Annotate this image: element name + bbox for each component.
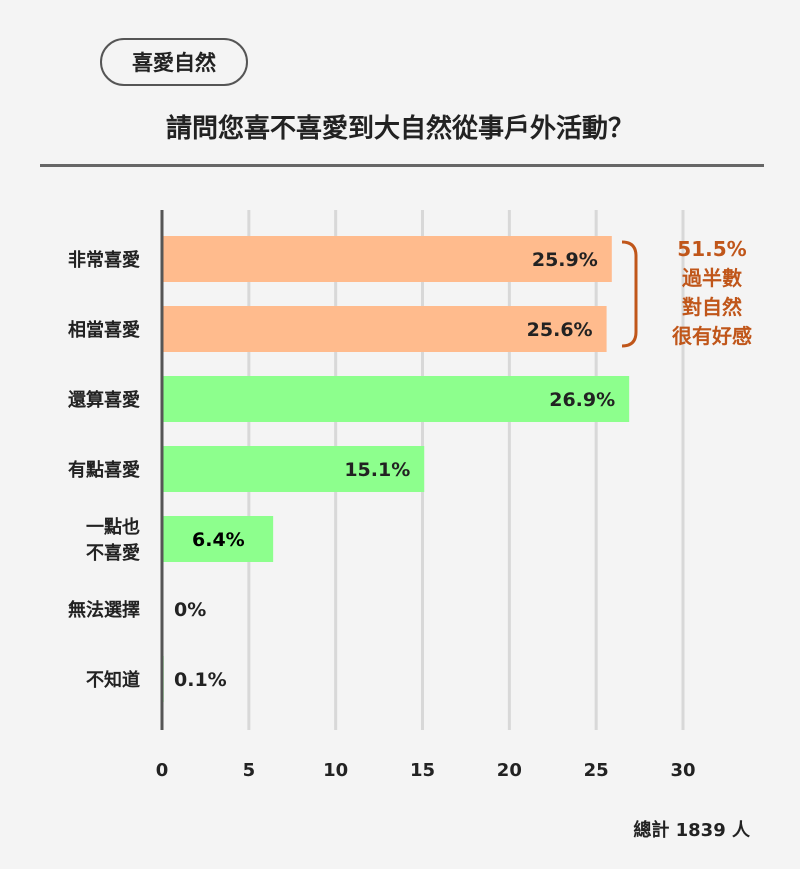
category-label: 不知道: [86, 669, 140, 691]
value-label: 25.9%: [532, 249, 598, 271]
value-label: 6.4%: [192, 529, 245, 551]
annotation-text: 對自然: [682, 295, 742, 319]
category-label: 相當喜愛: [68, 319, 140, 341]
x-tick-label: 5: [243, 760, 256, 781]
bar: [162, 446, 425, 492]
bar: [162, 516, 274, 562]
topic-tag: 喜愛自然: [100, 38, 248, 86]
category-label: 有點喜愛: [68, 459, 140, 481]
bar: [162, 376, 630, 422]
category-label: 無法選擇: [68, 599, 140, 621]
annotation-text: 51.5%: [677, 237, 746, 261]
annotation-text: 過半數: [682, 266, 742, 290]
category-label: 一點也: [86, 516, 140, 538]
x-tick-label: 25: [584, 760, 609, 781]
x-tick-label: 15: [410, 760, 435, 781]
annotation-text: 很有好感: [672, 324, 752, 348]
x-tick-label: 20: [497, 760, 522, 781]
chart-title: 請問您喜不喜愛到大自然從事戶外活動？: [165, 114, 634, 144]
bar: [162, 236, 612, 282]
title-divider: [40, 164, 764, 167]
x-tick-label: 10: [323, 760, 348, 781]
value-label: 25.6%: [527, 319, 593, 341]
value-label: 26.9%: [549, 389, 615, 411]
bar: [162, 306, 607, 352]
total-respondents: 總計 1839 人: [633, 820, 750, 841]
value-label: 0.1%: [174, 669, 227, 691]
category-label: 還算喜愛: [68, 389, 140, 411]
category-label: 非常喜愛: [68, 249, 140, 271]
value-label: 15.1%: [344, 459, 410, 481]
category-label: 不喜愛: [86, 542, 140, 564]
annotation-bracket: [621, 240, 638, 348]
x-tick-label: 30: [670, 760, 695, 781]
value-label: 0%: [174, 599, 206, 621]
x-tick-label: 0: [156, 760, 169, 781]
